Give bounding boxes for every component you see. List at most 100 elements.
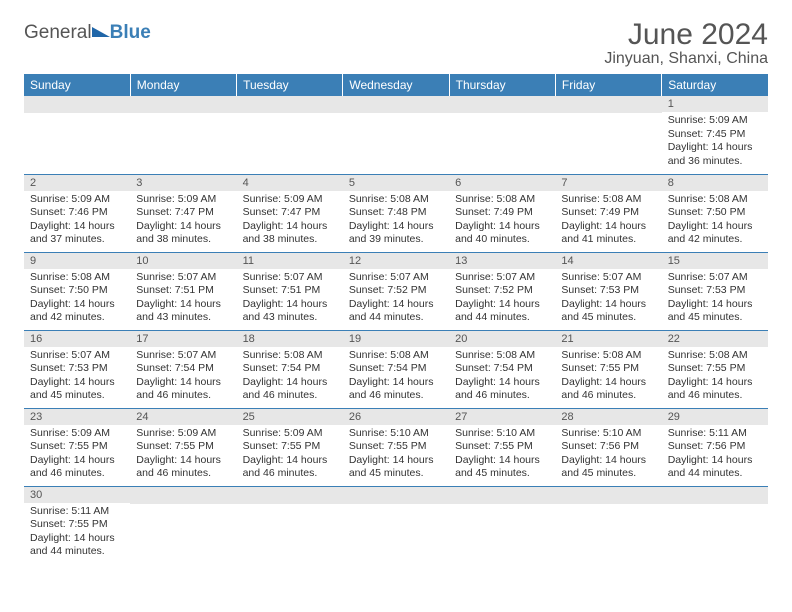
calendar-day-cell: 8Sunrise: 5:08 AMSunset: 7:50 PMDaylight… bbox=[662, 174, 768, 252]
calendar-day-cell: 24Sunrise: 5:09 AMSunset: 7:55 PMDayligh… bbox=[130, 408, 236, 486]
day-number: 2 bbox=[24, 175, 130, 191]
daylight-text: Daylight: 14 hours and 44 minutes. bbox=[349, 298, 443, 325]
sunrise-text: Sunrise: 5:09 AM bbox=[30, 427, 124, 441]
day-number: 17 bbox=[130, 331, 236, 347]
sunrise-text: Sunrise: 5:09 AM bbox=[668, 114, 762, 128]
calendar-day-cell: 1Sunrise: 5:09 AMSunset: 7:45 PMDaylight… bbox=[662, 96, 768, 174]
calendar-day-cell bbox=[555, 486, 661, 564]
weekday-header-row: Sunday Monday Tuesday Wednesday Thursday… bbox=[24, 74, 768, 96]
daylight-text: Daylight: 14 hours and 43 minutes. bbox=[243, 298, 337, 325]
calendar-week-row: 9Sunrise: 5:08 AMSunset: 7:50 PMDaylight… bbox=[24, 252, 768, 330]
sunset-text: Sunset: 7:55 PM bbox=[136, 440, 230, 454]
calendar-week-row: 30Sunrise: 5:11 AMSunset: 7:55 PMDayligh… bbox=[24, 486, 768, 564]
sunset-text: Sunset: 7:54 PM bbox=[455, 362, 549, 376]
daylight-text: Daylight: 14 hours and 38 minutes. bbox=[136, 220, 230, 247]
day-body: Sunrise: 5:07 AMSunset: 7:51 PMDaylight:… bbox=[237, 269, 343, 330]
day-number bbox=[449, 96, 555, 113]
day-body: Sunrise: 5:10 AMSunset: 7:55 PMDaylight:… bbox=[343, 425, 449, 486]
sunrise-text: Sunrise: 5:10 AM bbox=[561, 427, 655, 441]
calendar-day-cell bbox=[343, 486, 449, 564]
daylight-text: Daylight: 14 hours and 44 minutes. bbox=[668, 454, 762, 481]
daylight-text: Daylight: 14 hours and 45 minutes. bbox=[30, 376, 124, 403]
sunrise-text: Sunrise: 5:08 AM bbox=[349, 349, 443, 363]
month-title: June 2024 bbox=[604, 18, 768, 52]
sunset-text: Sunset: 7:46 PM bbox=[30, 206, 124, 220]
calendar-day-cell bbox=[237, 486, 343, 564]
day-body: Sunrise: 5:09 AMSunset: 7:47 PMDaylight:… bbox=[130, 191, 236, 252]
day-body: Sunrise: 5:07 AMSunset: 7:51 PMDaylight:… bbox=[130, 269, 236, 330]
day-number: 23 bbox=[24, 409, 130, 425]
calendar-day-cell: 2Sunrise: 5:09 AMSunset: 7:46 PMDaylight… bbox=[24, 174, 130, 252]
calendar-day-cell: 21Sunrise: 5:08 AMSunset: 7:55 PMDayligh… bbox=[555, 330, 661, 408]
day-body: Sunrise: 5:09 AMSunset: 7:45 PMDaylight:… bbox=[662, 112, 768, 173]
calendar-day-cell: 13Sunrise: 5:07 AMSunset: 7:52 PMDayligh… bbox=[449, 252, 555, 330]
day-body: Sunrise: 5:08 AMSunset: 7:49 PMDaylight:… bbox=[555, 191, 661, 252]
calendar-day-cell bbox=[449, 486, 555, 564]
day-number: 24 bbox=[130, 409, 236, 425]
weekday-header: Monday bbox=[130, 74, 236, 96]
sunset-text: Sunset: 7:54 PM bbox=[243, 362, 337, 376]
calendar-day-cell bbox=[24, 96, 130, 174]
calendar-day-cell: 9Sunrise: 5:08 AMSunset: 7:50 PMDaylight… bbox=[24, 252, 130, 330]
sunset-text: Sunset: 7:55 PM bbox=[561, 362, 655, 376]
daylight-text: Daylight: 14 hours and 46 minutes. bbox=[30, 454, 124, 481]
day-number: 14 bbox=[555, 253, 661, 269]
day-number: 13 bbox=[449, 253, 555, 269]
daylight-text: Daylight: 14 hours and 46 minutes. bbox=[668, 376, 762, 403]
day-number: 20 bbox=[449, 331, 555, 347]
calendar-week-row: 1Sunrise: 5:09 AMSunset: 7:45 PMDaylight… bbox=[24, 96, 768, 174]
day-number: 9 bbox=[24, 253, 130, 269]
calendar-day-cell: 6Sunrise: 5:08 AMSunset: 7:49 PMDaylight… bbox=[449, 174, 555, 252]
day-body: Sunrise: 5:07 AMSunset: 7:53 PMDaylight:… bbox=[24, 347, 130, 408]
calendar-day-cell: 27Sunrise: 5:10 AMSunset: 7:55 PMDayligh… bbox=[449, 408, 555, 486]
day-number: 4 bbox=[237, 175, 343, 191]
day-body: Sunrise: 5:10 AMSunset: 7:55 PMDaylight:… bbox=[449, 425, 555, 486]
day-body: Sunrise: 5:11 AMSunset: 7:56 PMDaylight:… bbox=[662, 425, 768, 486]
day-body: Sunrise: 5:07 AMSunset: 7:52 PMDaylight:… bbox=[343, 269, 449, 330]
day-body: Sunrise: 5:07 AMSunset: 7:54 PMDaylight:… bbox=[130, 347, 236, 408]
day-number: 8 bbox=[662, 175, 768, 191]
day-body: Sunrise: 5:09 AMSunset: 7:46 PMDaylight:… bbox=[24, 191, 130, 252]
day-number bbox=[343, 487, 449, 504]
day-body: Sunrise: 5:08 AMSunset: 7:54 PMDaylight:… bbox=[449, 347, 555, 408]
sunset-text: Sunset: 7:55 PM bbox=[30, 518, 124, 532]
daylight-text: Daylight: 14 hours and 46 minutes. bbox=[455, 376, 549, 403]
day-number: 15 bbox=[662, 253, 768, 269]
day-number bbox=[555, 487, 661, 504]
sunrise-text: Sunrise: 5:07 AM bbox=[30, 349, 124, 363]
brand-part1: General bbox=[24, 22, 92, 44]
weekday-header: Tuesday bbox=[237, 74, 343, 96]
calendar-day-cell bbox=[555, 96, 661, 174]
sunset-text: Sunset: 7:54 PM bbox=[136, 362, 230, 376]
day-number: 19 bbox=[343, 331, 449, 347]
sunrise-text: Sunrise: 5:10 AM bbox=[349, 427, 443, 441]
day-number: 26 bbox=[343, 409, 449, 425]
sunrise-text: Sunrise: 5:07 AM bbox=[349, 271, 443, 285]
daylight-text: Daylight: 14 hours and 46 minutes. bbox=[349, 376, 443, 403]
calendar-week-row: 16Sunrise: 5:07 AMSunset: 7:53 PMDayligh… bbox=[24, 330, 768, 408]
sunrise-text: Sunrise: 5:09 AM bbox=[136, 427, 230, 441]
day-number bbox=[237, 96, 343, 113]
day-number: 10 bbox=[130, 253, 236, 269]
calendar-table: Sunday Monday Tuesday Wednesday Thursday… bbox=[24, 74, 768, 564]
sunrise-text: Sunrise: 5:08 AM bbox=[455, 193, 549, 207]
sunrise-text: Sunrise: 5:08 AM bbox=[455, 349, 549, 363]
brand-logo: General Blue bbox=[24, 18, 151, 44]
sunrise-text: Sunrise: 5:09 AM bbox=[243, 193, 337, 207]
sunset-text: Sunset: 7:53 PM bbox=[668, 284, 762, 298]
sunrise-text: Sunrise: 5:07 AM bbox=[561, 271, 655, 285]
calendar-day-cell bbox=[130, 96, 236, 174]
day-number: 27 bbox=[449, 409, 555, 425]
sunset-text: Sunset: 7:48 PM bbox=[349, 206, 443, 220]
calendar-day-cell bbox=[662, 486, 768, 564]
brand-part2: Blue bbox=[92, 22, 151, 44]
day-number bbox=[24, 96, 130, 113]
calendar-day-cell: 30Sunrise: 5:11 AMSunset: 7:55 PMDayligh… bbox=[24, 486, 130, 564]
day-body: Sunrise: 5:08 AMSunset: 7:55 PMDaylight:… bbox=[662, 347, 768, 408]
sunset-text: Sunset: 7:47 PM bbox=[243, 206, 337, 220]
day-number: 11 bbox=[237, 253, 343, 269]
daylight-text: Daylight: 14 hours and 46 minutes. bbox=[243, 376, 337, 403]
daylight-text: Daylight: 14 hours and 45 minutes. bbox=[349, 454, 443, 481]
daylight-text: Daylight: 14 hours and 45 minutes. bbox=[668, 298, 762, 325]
day-body: Sunrise: 5:09 AMSunset: 7:47 PMDaylight:… bbox=[237, 191, 343, 252]
